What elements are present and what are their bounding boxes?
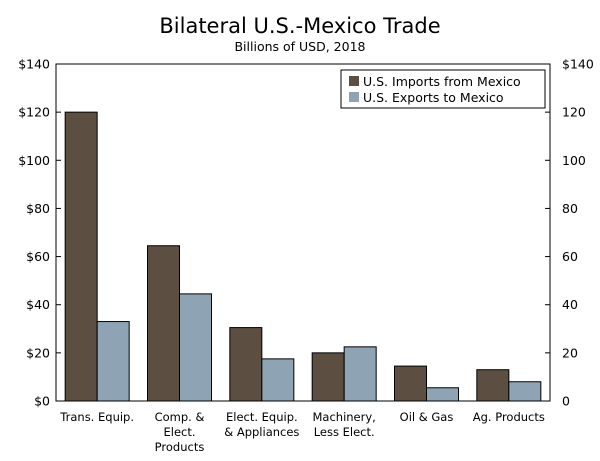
y-tick-label-right: 0: [562, 394, 570, 409]
x-category-label: Comp. & Elect. Products: [155, 410, 205, 454]
x-category-label: Oil & Gas: [400, 410, 454, 424]
legend-swatch-imports: [349, 76, 359, 86]
bar-exports-3: [343, 346, 377, 402]
bar-exports-1: [179, 293, 212, 402]
bar-exports-0: [96, 321, 130, 402]
bar-imports-5: [476, 369, 510, 402]
y-tick-label-left: $20: [26, 345, 50, 360]
legend-label-exports: U.S. Exports to Mexico: [363, 90, 504, 105]
bar-imports-1: [147, 245, 180, 402]
bar-exports-4: [426, 387, 459, 402]
bar-exports-5: [508, 381, 542, 402]
x-category-label: Elect. Equip. & Appliances: [224, 410, 299, 439]
bars-group: [64, 111, 542, 402]
y-tick-label-left: $0: [34, 394, 50, 409]
y-tick-label-right: 20: [562, 345, 578, 360]
bar-imports-4: [394, 365, 427, 402]
plot-frame: [55, 63, 551, 402]
chart-title: Bilateral U.S.-Mexico Trade: [159, 14, 440, 38]
y-tick-label-left: $120: [18, 105, 50, 120]
x-category-label: Trans. Equip.: [59, 410, 134, 424]
y-tick-label-left: $140: [18, 57, 50, 72]
y-tick-label-right: 120: [562, 105, 586, 120]
x-category-label: Ag. Products: [473, 410, 545, 424]
bar-imports-0: [64, 111, 98, 402]
legend-label-imports: U.S. Imports from Mexico: [363, 74, 521, 89]
bar-imports-2: [229, 327, 263, 402]
y-tick-label-right: 60: [562, 249, 578, 264]
y-tick-label-right: 100: [562, 153, 586, 168]
y-tick-label-right: 40: [562, 297, 578, 312]
bar-exports-2: [261, 358, 295, 402]
y-tick-label-left: $80: [26, 201, 50, 216]
y-tick-label-left: $40: [26, 297, 50, 312]
y-tick-label-left: $100: [18, 153, 50, 168]
x-category-label: Machinery, Less Elect.: [312, 410, 375, 439]
axes-group: $0 $20 $40 $60 $80 $100 $120 $140 0 20 40 60 80 100 12…: [18, 57, 594, 455]
y-tick-label-right: 80: [562, 201, 578, 216]
legend-box: [340, 69, 546, 109]
y-tick-label-left: $60: [26, 249, 50, 264]
chart-subtitle: Billions of USD, 2018: [234, 39, 365, 54]
bar-imports-3: [311, 352, 345, 402]
legend-swatch-exports: [349, 92, 359, 102]
y-tick-label-right: $140: [562, 57, 594, 72]
